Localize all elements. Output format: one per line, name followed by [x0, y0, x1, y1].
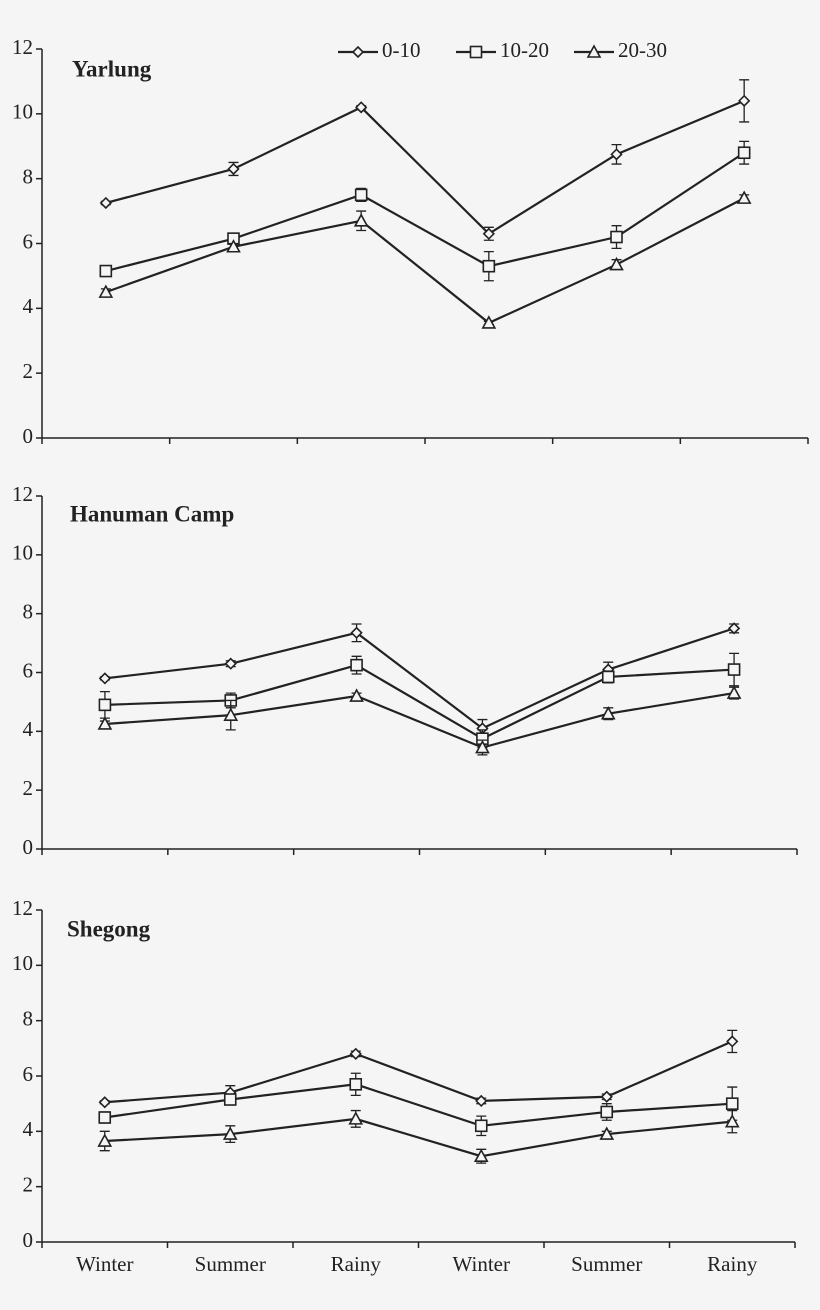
data-point	[99, 264, 113, 278]
data-point	[609, 256, 624, 271]
data-point	[350, 626, 363, 639]
x-tick-label: Rainy	[331, 1252, 382, 1276]
legend-label: 0-10	[382, 38, 421, 62]
data-point	[97, 1133, 113, 1147]
series-line	[104, 692, 735, 749]
panel-title: Hanuman Camp	[70, 501, 234, 526]
y-tick-label: 0	[23, 1228, 34, 1252]
data-point	[223, 1093, 237, 1106]
series-line	[104, 663, 735, 740]
data-point	[98, 672, 112, 685]
data-point	[725, 1097, 739, 1110]
data-point	[355, 101, 368, 114]
data-point	[481, 315, 497, 329]
series-line	[105, 197, 745, 325]
data-point	[354, 188, 368, 202]
data-point	[474, 1119, 488, 1133]
series-line	[104, 627, 735, 730]
y-tick-label: 6	[23, 658, 34, 682]
data-point	[600, 706, 616, 720]
series-line	[105, 99, 745, 236]
y-tick-label: 2	[23, 776, 34, 800]
data-point	[736, 190, 752, 204]
y-tick-label: 4	[23, 1117, 34, 1141]
data-point	[738, 94, 751, 107]
y-tick-label: 0	[23, 424, 34, 448]
y-tick-label: 8	[23, 1006, 34, 1030]
data-point	[348, 1111, 364, 1125]
data-point	[349, 1047, 362, 1061]
data-point	[226, 239, 241, 253]
x-tick-label: Summer	[195, 1252, 266, 1276]
data-point	[99, 196, 112, 210]
x-tick-label: Summer	[571, 1252, 642, 1276]
series-line	[104, 1117, 733, 1158]
y-tick-label: 8	[23, 164, 34, 188]
series-line	[105, 151, 745, 273]
data-point	[727, 622, 741, 635]
legend-label: 20-30	[618, 38, 667, 62]
y-tick-label: 10	[12, 541, 33, 565]
data-point	[610, 230, 623, 244]
y-tick-label: 6	[23, 229, 34, 253]
y-tick-label: 2	[23, 359, 34, 383]
data-point	[599, 1126, 615, 1140]
legend-marker	[351, 45, 365, 59]
data-point	[727, 663, 741, 676]
data-point	[98, 1111, 112, 1124]
legend-marker	[586, 44, 602, 58]
y-tick-label: 12	[12, 482, 33, 506]
y-tick-label: 12	[12, 896, 33, 920]
data-point	[97, 716, 113, 730]
y-tick-label: 2	[23, 1172, 34, 1196]
y-tick-label: 8	[23, 599, 34, 623]
data-point	[98, 1096, 111, 1109]
data-point	[475, 1094, 488, 1108]
data-point	[482, 227, 495, 240]
data-point	[475, 739, 490, 754]
data-point	[737, 146, 751, 160]
y-tick-label: 12	[12, 35, 33, 59]
data-point	[610, 148, 623, 161]
data-point	[600, 1090, 613, 1103]
y-tick-label: 0	[23, 835, 34, 859]
y-tick-label: 6	[23, 1062, 34, 1086]
y-tick-label: 4	[23, 294, 34, 318]
data-point	[726, 1035, 739, 1048]
x-tick-label: Winter	[453, 1252, 510, 1276]
data-point	[350, 658, 363, 672]
data-point	[601, 670, 615, 684]
panel-title: Yarlung	[72, 56, 152, 81]
data-point	[482, 259, 496, 273]
x-tick-label: Winter	[76, 1252, 133, 1276]
data-point	[349, 1078, 363, 1091]
series-line	[104, 1083, 733, 1127]
legend-marker	[469, 45, 483, 59]
y-tick-label: 4	[23, 717, 34, 741]
data-point	[353, 213, 369, 227]
x-tick-label: Rainy	[707, 1252, 758, 1276]
data-point	[224, 657, 237, 670]
data-point	[726, 685, 742, 699]
y-tick-label: 10	[12, 951, 33, 975]
data-point	[349, 688, 364, 702]
data-point	[223, 707, 239, 721]
y-tick-label: 10	[12, 100, 33, 124]
data-point	[222, 1126, 238, 1140]
legend-label: 10-20	[500, 38, 549, 62]
data-point	[600, 1105, 614, 1119]
data-point	[473, 1148, 489, 1163]
series-line	[104, 1040, 733, 1104]
data-point	[98, 698, 112, 712]
data-point	[227, 162, 240, 176]
panel-title: Shegong	[67, 916, 151, 941]
data-point	[724, 1113, 740, 1128]
data-point	[98, 284, 114, 298]
